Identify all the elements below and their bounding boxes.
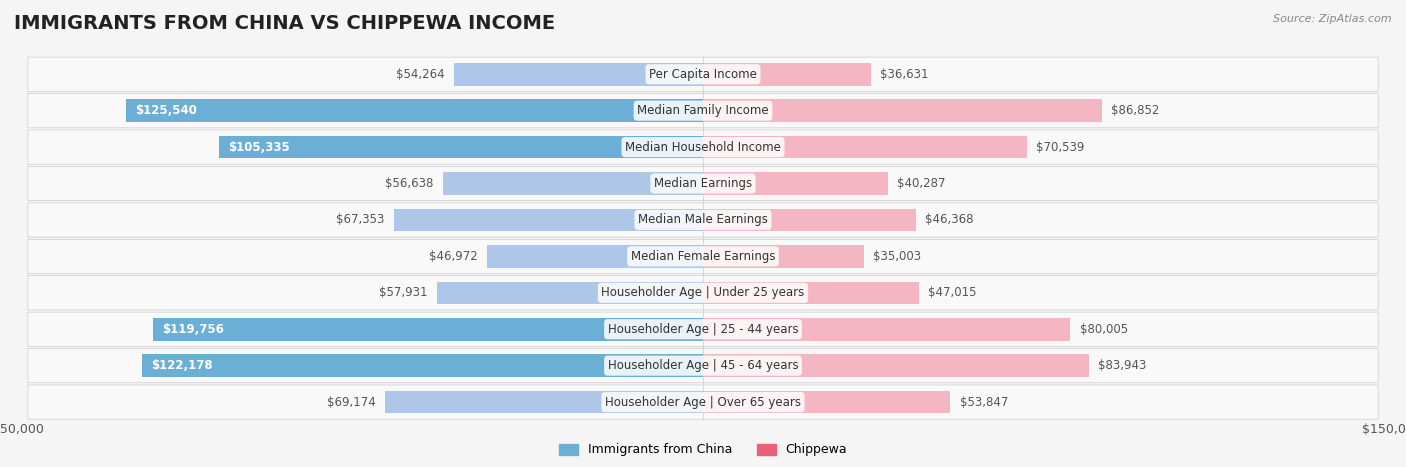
Bar	[142, 354, 703, 377]
Text: Median Female Earnings: Median Female Earnings	[631, 250, 775, 263]
Text: $86,852: $86,852	[1111, 104, 1160, 117]
FancyBboxPatch shape	[28, 312, 1378, 347]
Text: Median Family Income: Median Family Income	[637, 104, 769, 117]
Bar	[703, 136, 1026, 158]
Text: $35,003: $35,003	[873, 250, 921, 263]
Bar	[127, 99, 703, 122]
Text: IMMIGRANTS FROM CHINA VS CHIPPEWA INCOME: IMMIGRANTS FROM CHINA VS CHIPPEWA INCOME	[14, 14, 555, 33]
Text: $56,638: $56,638	[385, 177, 433, 190]
Text: $36,631: $36,631	[880, 68, 929, 81]
Text: Source: ZipAtlas.com: Source: ZipAtlas.com	[1274, 14, 1392, 24]
Text: Median Male Earnings: Median Male Earnings	[638, 213, 768, 226]
FancyBboxPatch shape	[28, 130, 1378, 164]
Text: $46,972: $46,972	[429, 250, 478, 263]
Bar	[454, 63, 703, 85]
Text: $69,174: $69,174	[328, 396, 375, 409]
Text: $125,540: $125,540	[135, 104, 197, 117]
Text: Householder Age | 25 - 44 years: Householder Age | 25 - 44 years	[607, 323, 799, 336]
Bar	[703, 63, 872, 85]
Bar	[394, 209, 703, 231]
Text: $119,756: $119,756	[162, 323, 224, 336]
Text: $67,353: $67,353	[336, 213, 384, 226]
Bar	[703, 245, 863, 268]
Text: $70,539: $70,539	[1036, 141, 1084, 154]
Bar	[703, 354, 1088, 377]
Text: $105,335: $105,335	[228, 141, 290, 154]
Text: Median Earnings: Median Earnings	[654, 177, 752, 190]
FancyBboxPatch shape	[28, 57, 1378, 92]
FancyBboxPatch shape	[28, 166, 1378, 201]
FancyBboxPatch shape	[28, 348, 1378, 383]
Text: Householder Age | 45 - 64 years: Householder Age | 45 - 64 years	[607, 359, 799, 372]
Text: $80,005: $80,005	[1080, 323, 1128, 336]
Bar	[437, 282, 703, 304]
Bar	[385, 391, 703, 413]
Bar	[703, 282, 920, 304]
Bar	[219, 136, 703, 158]
Text: $83,943: $83,943	[1098, 359, 1146, 372]
Text: $53,847: $53,847	[959, 396, 1008, 409]
FancyBboxPatch shape	[28, 276, 1378, 310]
Bar	[443, 172, 703, 195]
Bar	[703, 209, 915, 231]
Bar	[153, 318, 703, 340]
FancyBboxPatch shape	[28, 239, 1378, 274]
Bar	[703, 99, 1102, 122]
Bar	[703, 172, 889, 195]
Bar	[703, 391, 950, 413]
Text: Per Capita Income: Per Capita Income	[650, 68, 756, 81]
Text: $54,264: $54,264	[396, 68, 444, 81]
FancyBboxPatch shape	[28, 385, 1378, 419]
Text: $57,931: $57,931	[380, 286, 427, 299]
Bar	[703, 318, 1070, 340]
Text: $47,015: $47,015	[928, 286, 977, 299]
FancyBboxPatch shape	[28, 203, 1378, 237]
Text: Householder Age | Under 25 years: Householder Age | Under 25 years	[602, 286, 804, 299]
Text: $40,287: $40,287	[897, 177, 946, 190]
Legend: Immigrants from China, Chippewa: Immigrants from China, Chippewa	[554, 439, 852, 461]
Text: Householder Age | Over 65 years: Householder Age | Over 65 years	[605, 396, 801, 409]
Text: $46,368: $46,368	[925, 213, 973, 226]
Text: $122,178: $122,178	[150, 359, 212, 372]
Bar	[488, 245, 703, 268]
Text: Median Household Income: Median Household Income	[626, 141, 780, 154]
FancyBboxPatch shape	[28, 93, 1378, 128]
